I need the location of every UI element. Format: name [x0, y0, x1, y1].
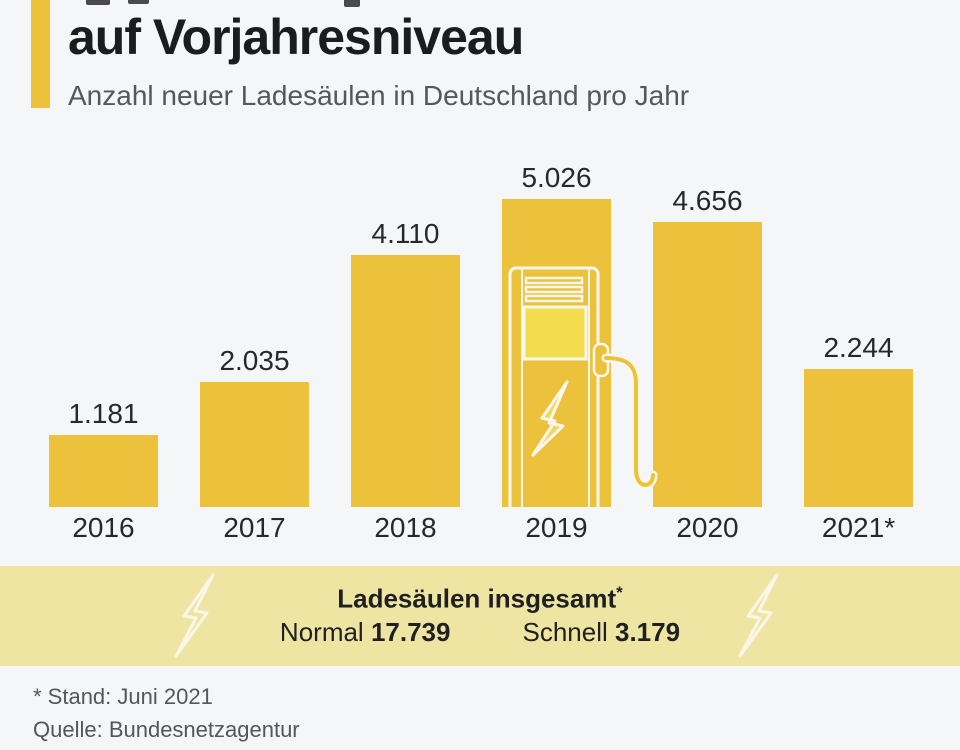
totals-value: 3.179 [615, 617, 681, 647]
footnote-asterisk: * [616, 583, 623, 602]
bar [653, 222, 762, 507]
vent-slat [524, 285, 584, 294]
bar-value-label: 5.026 [521, 162, 592, 193]
bar-chart: 1.181 2016 2.035 2017 4.110 2018 5.026 2019 4.65… [0, 140, 960, 560]
lightning-bolt-icon [531, 380, 569, 457]
bar-year-label: 2020 [676, 512, 739, 543]
lightning-bolt-icon [174, 573, 215, 658]
bar-value-label: 4.656 [672, 185, 743, 216]
bar-year-label: 2018 [374, 512, 437, 543]
totals-band: Ladesäulen insgesamt* Normal 17.739 Schn… [0, 566, 960, 666]
bar-value-label: 2.244 [823, 332, 894, 363]
bar [804, 369, 913, 507]
cropped-text-artifact [128, 0, 149, 4]
bar-year-label: 2017 [223, 512, 286, 543]
vent-slat [524, 294, 584, 303]
bar [200, 382, 309, 507]
vent-slat [524, 276, 584, 285]
totals-value: 17.739 [370, 617, 451, 647]
bar-year-label: 2016 [72, 512, 135, 543]
totals-label: Normal [279, 617, 364, 647]
page-subtitle: Anzahl neuer Ladesäulen in Deutschland p… [68, 80, 690, 111]
footer: * Stand: Juni 2021 Quelle: Bundesnetzage… [33, 680, 300, 746]
bar [351, 255, 460, 507]
lightning-bolt-icon [738, 573, 779, 658]
footer-note: * Stand: Juni 2021 [33, 684, 213, 709]
cropped-text-artifact [86, 0, 110, 5]
totals-items: Normal 17.739 Schnell 3.179 [0, 616, 960, 648]
footer-source: Quelle: Bundesnetzagentur [33, 717, 300, 742]
bar-value-label: 1.181 [68, 398, 139, 429]
bar-year-label: 2021* [821, 512, 896, 543]
charging-cable [601, 353, 658, 490]
totals-item-schnell: Schnell 3.179 [522, 616, 680, 648]
totals-item-normal: Normal 17.739 [280, 616, 451, 648]
bar [49, 435, 158, 507]
totals-heading: Ladesäulen insgesamt* [337, 583, 623, 614]
bar-value-label: 2.035 [219, 345, 290, 376]
page-title: auf Vorjahresniveau [68, 9, 524, 65]
accent-bar [31, 0, 50, 108]
charging-station-icon [508, 266, 658, 507]
totals-label: Schnell [522, 617, 608, 647]
bar-year-label: 2019 [525, 512, 588, 543]
bar-value-label: 4.110 [371, 218, 440, 249]
station-screen [522, 305, 588, 361]
cropped-text-artifact [344, 0, 360, 7]
